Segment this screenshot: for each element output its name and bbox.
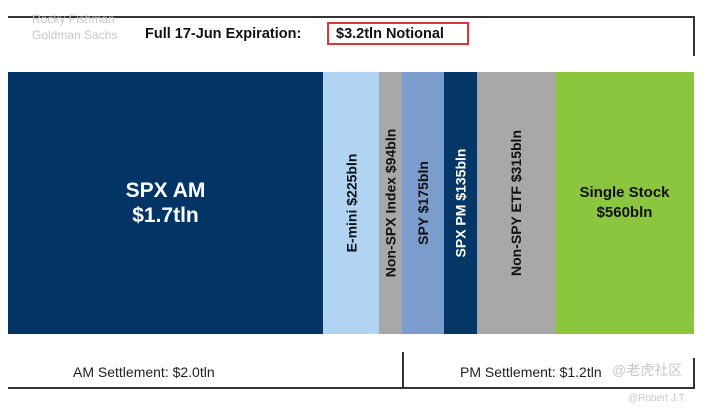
segment-spx-am: SPX AM $1.7tln — [8, 72, 323, 334]
segment-label: SPX PM $135bln — [452, 148, 469, 258]
segment-non-spx-index: Non-SPX Index $94bln — [379, 72, 402, 334]
watermark-author: Rocky Fishman — [32, 12, 115, 26]
top-bracket-line — [8, 16, 695, 18]
pm-settlement-label: PM Settlement: $1.2tln — [460, 364, 602, 380]
segment-label: Single Stock $560bln — [579, 184, 670, 221]
am-settlement-label: AM Settlement: $2.0tln — [73, 364, 215, 380]
top-bracket-tick — [693, 16, 695, 56]
segment-label: SPY $175bln — [415, 161, 432, 245]
bottom-bracket-line — [8, 387, 695, 389]
segment-single-stock: Single Stock $560bln — [555, 72, 694, 334]
segment-label: Non-SPX Index $94bln — [382, 128, 399, 278]
watermark-user: @Robert J.T — [628, 393, 685, 404]
settlement-divider — [402, 352, 404, 388]
segment-spy: SPY $175bln — [402, 72, 444, 334]
bottom-bracket-tick — [693, 358, 695, 388]
watermark-firm: Goldman Sachs — [32, 28, 118, 42]
segment-label: E-mini $225bln — [343, 153, 359, 253]
chart-title: Full 17-Jun Expiration: — [145, 26, 302, 42]
segment-label: SPX AM $1.7tln — [125, 179, 206, 227]
segment-non-spy-etf: Non-SPY ETF $315bln — [477, 72, 555, 334]
segment-spx-pm: SPX PM $135bln — [444, 72, 477, 334]
watermark-site: @老虎社区 — [612, 362, 683, 378]
segment-emini: E-mini $225bln — [323, 72, 379, 334]
highlighted-notional: $3.2tln Notional — [327, 22, 469, 45]
segment-label: Non-SPY ETF $315bln — [508, 130, 524, 276]
